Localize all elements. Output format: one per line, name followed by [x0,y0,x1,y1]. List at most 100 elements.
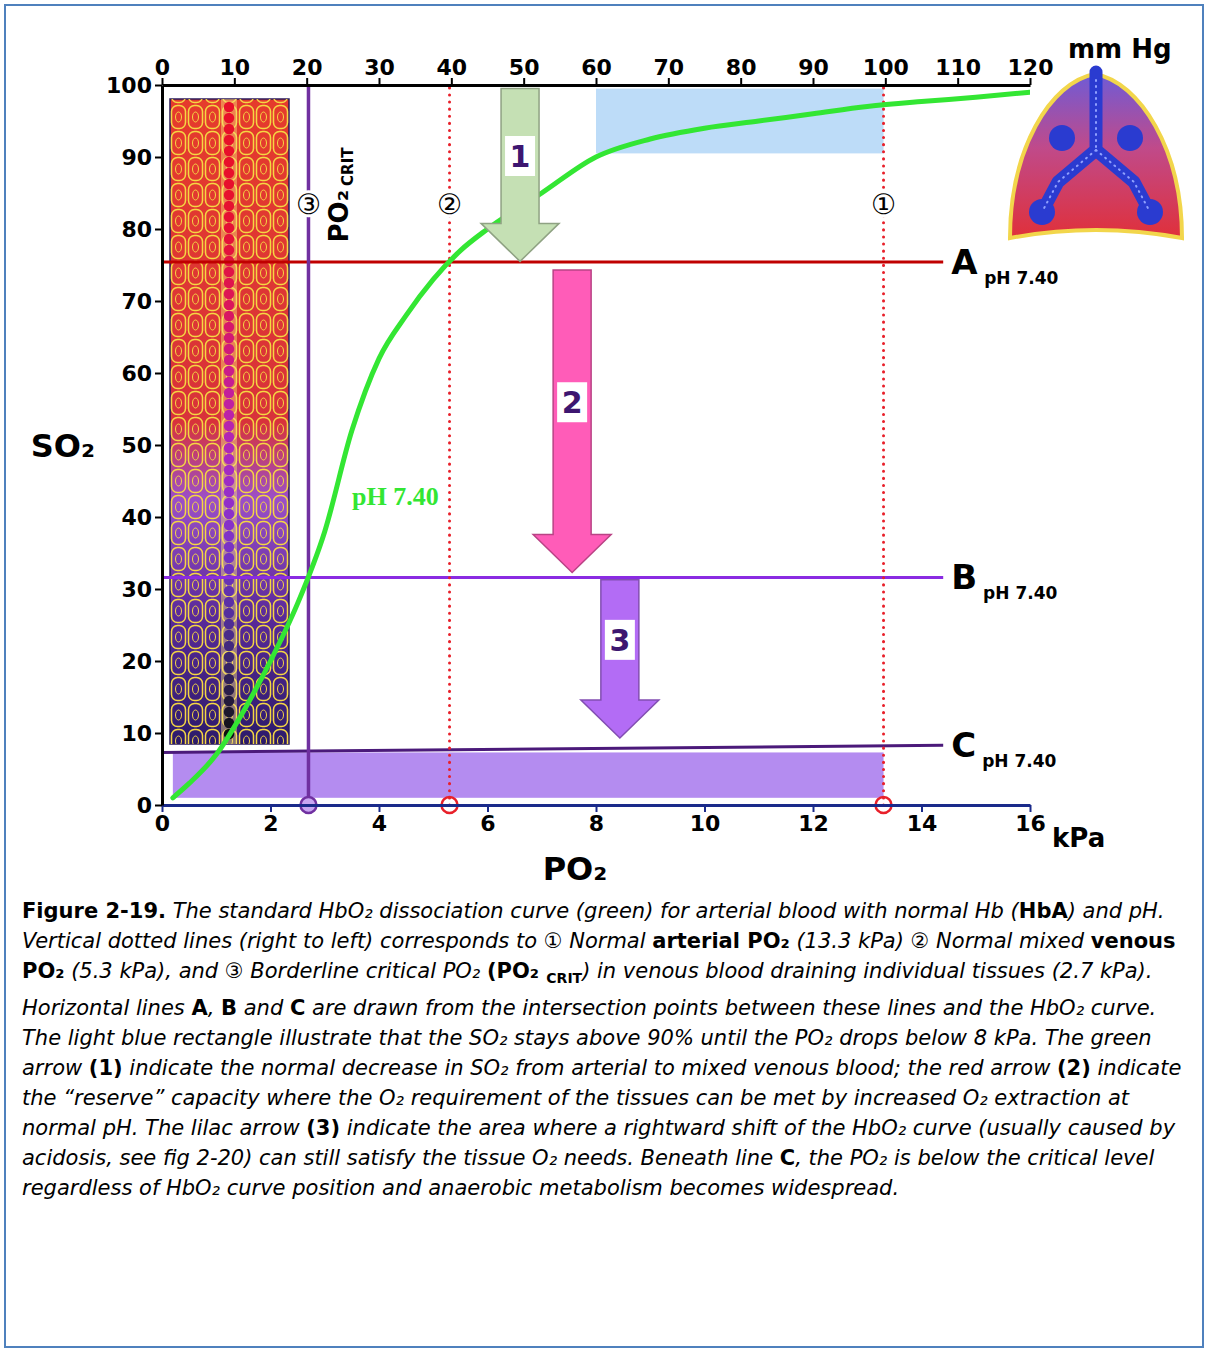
tissue-cells [170,99,289,744]
horizontal-line [162,745,943,752]
x-axis-tick: 12 [798,805,829,836]
x-axis-tick-label: 14 [907,811,938,836]
arrow-label: 2 [562,385,583,420]
y-axis-tick-mark [155,301,162,303]
figure: 0246810121416010203040506070809010011012… [0,0,1210,1354]
red-cell [224,201,234,211]
horizontal-line-label: C [951,725,976,765]
horizontal-line-label: B [951,557,977,597]
caption-run: C [290,996,305,1020]
lungs-icon [1010,72,1182,238]
x-axis-tick: 4 [372,805,387,836]
y-axis-tick: 60 [121,361,162,386]
red-cell [224,223,234,233]
red-cell [224,388,234,398]
y-axis-tick-label: 60 [121,361,152,386]
vertical-line-label: ② [437,188,462,221]
red-cell [224,399,234,409]
red-cell [224,685,234,695]
x2-axis-tick: 0 [155,55,170,85]
red-cell [224,520,234,530]
y-axis-tick-mark [155,85,162,87]
red-cell [224,289,234,299]
x2-axis-tick: 60 [581,55,612,85]
y-axis-tick-mark [155,805,162,807]
red-cell [224,509,234,519]
red-cell [224,586,234,596]
red-cell [224,476,234,486]
y-axis-tick: 50 [121,433,162,458]
red-cell [224,322,234,332]
x-axis: 0246810121416 [155,805,1046,836]
y-axis-tick-mark [155,517,162,519]
red-cell [224,113,234,123]
x2-axis-tick: 10 [220,55,251,85]
vertical-line-label: ① [871,188,896,221]
labels: PO₂kPamm HgSO₂pH 7.40①②③PO₂CRITApH 7.40B… [31,34,1172,888]
red-cell [224,333,234,343]
arrow [533,270,611,572]
red-cell [224,553,234,563]
x2-axis-tick: 110 [935,55,981,85]
horizontal-line-sublabel: pH 7.40 [984,268,1058,288]
y-axis-tick: 100 [106,73,162,98]
y-axis-tick: 30 [121,577,162,602]
critical-po2-subscript: CRIT [339,147,357,186]
red-cell [224,465,234,475]
x2-axis-tick-label: 10 [220,55,251,80]
red-cell [224,157,234,167]
horizontal-line [162,261,943,264]
y-axis-tick-label: 80 [121,217,152,242]
caption-run: , [208,996,221,1020]
y-axis-tick-label: 100 [106,73,152,98]
x2-axis-tick-label: 50 [509,55,540,80]
x2-axis-tick-label: 100 [863,55,909,80]
chart-svg: 0246810121416010203040506070809010011012… [0,0,1210,890]
red-cell [224,498,234,508]
red-cell [224,542,234,552]
red-cell [224,311,234,321]
x-axis-tick: 2 [263,805,278,836]
alveolus [1049,125,1075,151]
y-axis-tick-mark [155,445,162,447]
x2-axis-tick: 80 [726,55,757,85]
y-axis-title: SO₂ [31,427,95,465]
caption-run: C [780,1146,795,1170]
red-cell [224,366,234,376]
red-cell [224,190,234,200]
red-cell [224,267,234,277]
x-axis-tick: 16 [1015,805,1046,836]
red-cell [224,212,234,222]
x2-axis-tick-label: 30 [364,55,395,80]
x2-axis-tick-label: 120 [1008,55,1054,80]
y-axis-tick-label: 10 [121,721,152,746]
series-label: pH 7.40 [352,482,439,511]
red-cell [224,135,234,145]
red-cell [224,663,234,673]
alveolus [1029,199,1055,225]
red-cell [224,696,234,706]
x-axis-tick-label: 16 [1015,811,1046,836]
x2-axis-tick-label: 80 [726,55,757,80]
red-cell [224,124,234,134]
x2-axis-tick: 100 [863,55,909,85]
y-axis-tick-mark [155,661,162,663]
red-cell [224,179,234,189]
y-axis-tick: 70 [121,289,162,314]
x-axis-tick: 14 [907,805,938,836]
horizontal-line-sublabel: pH 7.40 [983,583,1057,603]
horizontal-line [162,576,943,579]
arrow-label: 1 [510,139,531,174]
red-cell [224,619,234,629]
red-cell [224,102,234,112]
caption-run: B [221,996,237,1020]
airway-highlight [1042,80,1150,212]
x-axis-tick: 10 [690,805,721,836]
y-axis-tick-mark [155,733,162,735]
caption-run: and [237,996,290,1020]
red-cell [224,410,234,420]
arrow-label-patch [557,382,587,422]
x-axis-tick: 0 [155,805,170,836]
x-axis-tick-label: 2 [263,811,278,836]
red-cell [224,377,234,387]
